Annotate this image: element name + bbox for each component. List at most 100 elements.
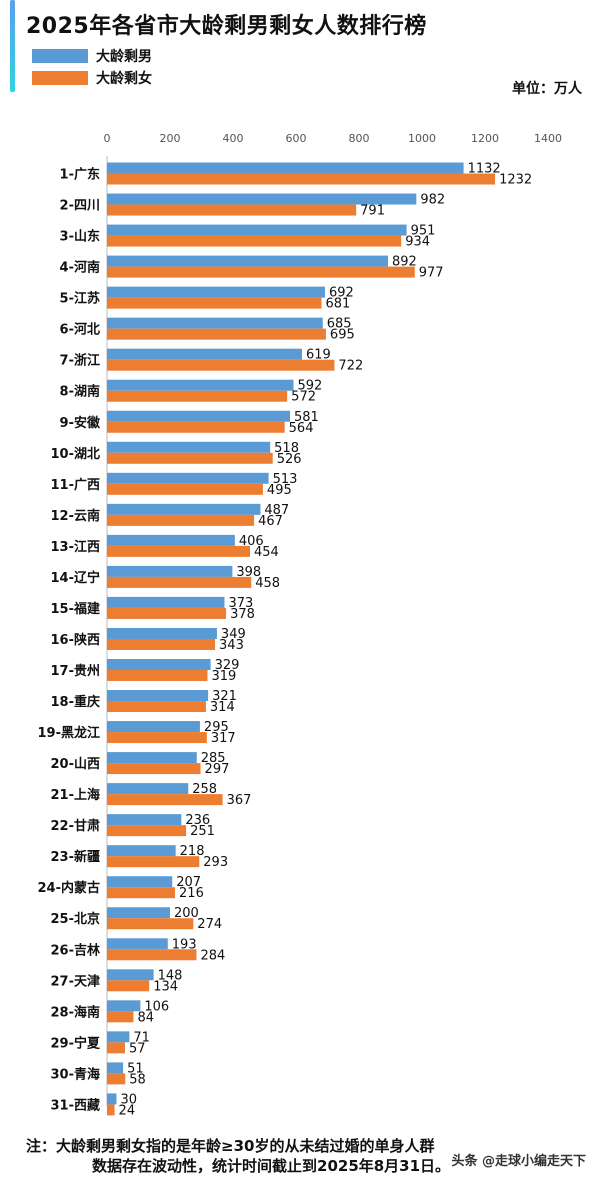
bar-female [107,856,200,868]
bar-female [107,359,335,371]
category-label: 22-甘肃 [51,818,101,834]
bar-male [107,503,261,515]
data-label-male: 51 [127,1061,144,1076]
data-label-male: 200 [174,906,199,921]
bar-female [107,1042,125,1054]
category-label: 19-黑龙江 [38,725,101,741]
data-label-male: 321 [212,689,237,704]
footnote-prefix: 注： [26,1137,57,1155]
category-label: 13-江西 [51,539,101,555]
data-label-female: 274 [197,917,222,932]
data-label-male: 71 [133,1030,150,1045]
bar-female [107,1104,115,1116]
legend-male: 大龄剩男 [32,46,152,66]
bar-male [107,1062,124,1074]
data-label-male: 218 [180,844,205,859]
data-label-female: 314 [210,700,235,715]
footnote: 注：大龄剩男剩女指的是年龄≥30岁的从未结过婚的单身人群 数据存在波动性，统计时… [26,1136,450,1176]
bar-male [107,627,217,639]
data-label-female: 722 [338,359,363,374]
bar-female [107,297,322,309]
category-label: 18-重庆 [51,694,101,710]
data-label-male: 619 [306,348,331,363]
category-label: 28-海南 [51,1004,101,1020]
category-label: 20-山西 [51,756,101,772]
data-label-male: 518 [274,441,299,456]
data-label-male: 513 [273,472,298,487]
bar-female [107,669,208,681]
category-label: 16-陕西 [51,632,101,648]
bar-male [107,690,209,702]
bar-female [107,794,223,806]
data-label-male: 487 [264,503,289,518]
category-label: 8-湖南 [60,384,100,400]
data-label-male: 148 [158,968,183,983]
bar-female [107,452,273,464]
legend-female-swatch [32,71,88,85]
data-label-male: 1132 [468,162,501,177]
data-label-female: 454 [254,545,279,560]
category-label: 2-四川 [60,199,100,214]
data-label-male: 285 [201,751,226,766]
data-label-female: 378 [230,607,255,622]
data-label-female: 1232 [499,173,532,188]
data-label-male: 236 [185,813,210,828]
category-label: 7-浙江 [60,353,100,369]
bar-female [107,235,402,247]
bar-female [107,390,288,402]
data-label-male: 30 [120,1092,137,1107]
bar-male [107,379,294,391]
bar-male [107,938,168,950]
bar-female [107,204,357,216]
footnote-line1: 大龄剩男剩女指的是年龄≥30岁的从未结过婚的单身人群 [56,1137,435,1155]
x-tick-label: 200 [160,132,181,145]
bar-female [107,638,216,650]
x-tick-label: 600 [286,132,307,145]
bar-female [107,266,415,278]
category-label: 23-新疆 [51,849,101,865]
data-label-female: 58 [129,1072,146,1087]
bar-male [107,969,154,981]
bar-male [107,1031,130,1043]
data-label-female: 284 [200,948,225,963]
data-label-female: 319 [211,669,236,684]
x-tick-label: 1400 [534,132,562,145]
data-label-female: 134 [153,979,178,994]
data-label-female: 934 [405,235,430,250]
bar-male [107,1000,141,1012]
bar-male [107,907,170,919]
footnote-line2: 数据存在波动性，统计时间截止到2025年8月31日。 [92,1157,451,1175]
data-label-female: 564 [289,421,314,436]
data-label-female: 977 [419,266,444,281]
category-label: 30-青海 [51,1066,101,1082]
data-label-female: 84 [137,1010,154,1025]
category-label: 29-宁夏 [51,1035,101,1051]
bar-male [107,845,176,857]
category-label: 3-山东 [60,229,100,245]
category-label: 21-上海 [51,787,101,803]
category-label: 24-内蒙古 [38,880,101,896]
data-label-male: 329 [215,658,240,673]
x-tick-label: 800 [349,132,370,145]
category-label: 11-广西 [51,477,101,493]
data-label-male: 692 [329,286,354,301]
bar-female [107,887,176,899]
category-label: 27-天津 [51,973,101,989]
category-label: 26-吉林 [51,942,101,958]
bar-female [107,545,251,557]
data-label-male: 592 [297,379,322,394]
bar-female [107,949,197,961]
data-label-female: 695 [330,328,355,343]
bar-male [107,876,173,888]
data-label-female: 458 [255,576,280,591]
category-label: 31-西藏 [51,1097,101,1113]
bar-female [107,1011,134,1023]
bar-female [107,980,150,992]
data-label-male: 193 [172,937,197,952]
bar-male [107,410,291,422]
data-label-male: 951 [411,224,436,239]
category-label: 1-广东 [60,167,100,183]
bar-male [107,255,388,267]
bar-female [107,918,194,930]
